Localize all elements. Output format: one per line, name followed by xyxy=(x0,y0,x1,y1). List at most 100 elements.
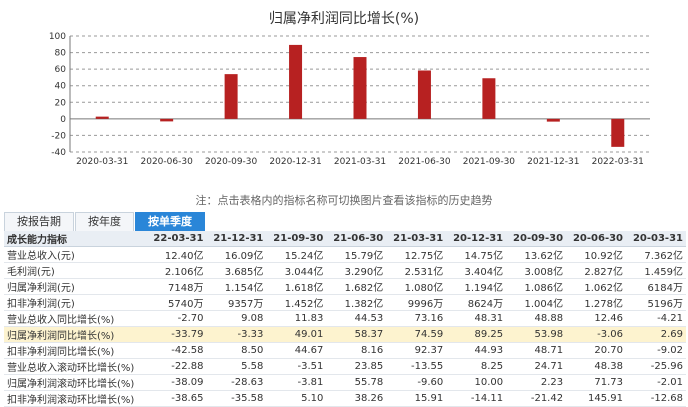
metric-name-link[interactable]: 归属净利润(元) xyxy=(4,278,147,295)
bar-2020-03-31[interactable] xyxy=(95,116,109,119)
table-cell: 48.71 xyxy=(506,342,567,359)
table-cell: 1.154亿 xyxy=(206,278,267,295)
table-cell: 12.75亿 xyxy=(386,246,447,263)
table-cell: -22.88 xyxy=(146,358,207,375)
table-cell: 1.618亿 xyxy=(266,278,327,295)
chart-note: 注：点击表格内的指标名称可切换图片查看该指标的历史趋势 xyxy=(195,194,493,207)
table-cell: 3.044亿 xyxy=(266,262,327,279)
table-cell: 1.062亿 xyxy=(566,278,627,295)
table-body: 营业总收入(元) 12.40亿 16.09亿 15.24亿 15.79亿 12.75亿 14… xyxy=(4,246,686,407)
table-cell: 44.53 xyxy=(326,310,387,327)
growth-table: 成长能力指标 22-03-31 21-12-31 21-09-30 21-06-30 21… xyxy=(4,231,686,407)
header-period: 20-09-30 xyxy=(506,231,567,247)
tab-single-quarter[interactable]: 按单季度 xyxy=(135,212,205,232)
x-tick-label: 2021-09-30 xyxy=(463,157,516,167)
bar-2021-03-31[interactable] xyxy=(353,57,367,119)
x-tick-label: 2020-12-31 xyxy=(269,157,321,167)
table-cell: 48.88 xyxy=(506,310,567,327)
table-row: 归属净利润滚动环比增长(%) -38.09 -28.63 -3.81 55.78 -9.6… xyxy=(4,374,686,391)
table-cell: 10.92亿 xyxy=(566,246,627,263)
table-cell: 3.290亿 xyxy=(326,262,387,279)
table-cell: 8.50 xyxy=(206,342,267,359)
bar-chart: -40 -20 0 20 40 60 80 100 2020-03-31 2020-06-30 20… xyxy=(49,32,650,167)
table-cell: 20.70 xyxy=(566,342,627,359)
y-tick-label: 40 xyxy=(55,82,67,92)
table-cell: 1.194亿 xyxy=(446,278,507,295)
metric-name-link[interactable]: 营业总收入同比增长(%) xyxy=(4,310,147,327)
table-cell: 48.38 xyxy=(566,358,627,375)
table-cell: 9357万 xyxy=(206,294,267,311)
metric-name-link[interactable]: 扣非净利润(元) xyxy=(4,294,147,311)
table-cell: 1.278亿 xyxy=(566,294,627,311)
table-cell: 3.685亿 xyxy=(206,262,267,279)
table-cell: -21.42 xyxy=(506,390,567,407)
bar-2020-09-30[interactable] xyxy=(224,74,238,119)
table-cell: 9996万 xyxy=(386,294,447,311)
table-cell: -13.55 xyxy=(386,358,447,375)
table-row: 营业总收入同比增长(%) -2.70 9.08 11.83 44.53 73.16 48.3… xyxy=(4,310,686,327)
metric-name-link[interactable]: 营业总收入滚动环比增长(%) xyxy=(4,358,147,375)
bar-2021-09-30[interactable] xyxy=(482,78,496,119)
header-period: 20-12-31 xyxy=(446,231,507,247)
bar-2020-12-31[interactable] xyxy=(289,44,303,119)
metric-name-link[interactable]: 扣非净利润滚动环比增长(%) xyxy=(4,390,147,407)
table-cell: 13.62亿 xyxy=(506,246,567,263)
table-cell: 44.67 xyxy=(266,342,327,359)
table-cell: 3.008亿 xyxy=(506,262,567,279)
table-cell: 5.58 xyxy=(206,358,267,375)
table-cell: 49.01 xyxy=(266,326,327,343)
table-cell: 55.78 xyxy=(326,374,387,391)
table-cell: 1.086亿 xyxy=(506,278,567,295)
table-cell: 145.91 xyxy=(566,390,627,407)
table-cell: -14.11 xyxy=(446,390,507,407)
tab-annual[interactable]: 按年度 xyxy=(75,212,134,232)
table-cell: 71.73 xyxy=(566,374,627,391)
x-tick-label: 2021-06-30 xyxy=(398,157,451,167)
table-cell: 9.08 xyxy=(206,310,267,327)
y-tick-label: -40 xyxy=(51,148,66,158)
x-tick-label: 2020-06-30 xyxy=(141,157,194,167)
x-tick-label: 2020-09-30 xyxy=(205,157,258,167)
header-period: 21-03-31 xyxy=(386,231,447,247)
table-cell: 5740万 xyxy=(146,294,207,311)
metric-name-link[interactable]: 归属净利润同比增长(%) xyxy=(4,326,147,343)
table-cell: 10.00 xyxy=(446,374,507,391)
x-tick-label: 2020-03-31 xyxy=(76,157,128,167)
table-row: 营业总收入(元) 12.40亿 16.09亿 15.24亿 15.79亿 12.75亿 14… xyxy=(4,246,686,263)
metric-name-link[interactable]: 扣非净利润同比增长(%) xyxy=(4,342,147,359)
table-cell: 5196万 xyxy=(626,294,686,311)
y-tick-label: -20 xyxy=(51,131,66,141)
table-cell: 2.23 xyxy=(506,374,567,391)
metric-name-link[interactable]: 归属净利润滚动环比增长(%) xyxy=(4,374,147,391)
table-cell: 15.79亿 xyxy=(326,246,387,263)
table-cell: 3.404亿 xyxy=(446,262,507,279)
x-tick-label: 2021-03-31 xyxy=(334,157,386,167)
table-cell: 92.37 xyxy=(386,342,447,359)
table-cell: 48.31 xyxy=(446,310,507,327)
metric-name-link[interactable]: 营业总收入(元) xyxy=(4,246,147,263)
chart-area: 归属净利润同比增长(%) -40 -20 0 20 40 60 80 100 2020-03-3… xyxy=(0,0,688,175)
table-cell: 74.59 xyxy=(386,326,447,343)
table-cell: 2.69 xyxy=(626,326,686,343)
period-tabs: 按报告期 按年度 按单季度 xyxy=(4,212,206,232)
x-tick-label: 2021-12-31 xyxy=(527,157,579,167)
bar-2021-06-30[interactable] xyxy=(417,70,431,119)
header-period: 20-06-30 xyxy=(566,231,627,247)
table-cell: -35.58 xyxy=(206,390,267,407)
table-cell: -2.70 xyxy=(146,310,207,327)
table-cell: 7.362亿 xyxy=(626,246,686,263)
table-cell: 44.93 xyxy=(446,342,507,359)
bar-2022-03-31[interactable] xyxy=(611,118,625,147)
bar-2021-12-31[interactable] xyxy=(546,118,560,122)
bar-2020-06-30[interactable] xyxy=(160,118,174,122)
metric-name-link[interactable]: 毛利润(元) xyxy=(4,262,147,279)
table-cell: 14.75亿 xyxy=(446,246,507,263)
table-cell: -25.96 xyxy=(626,358,686,375)
table-row: 扣非净利润滚动环比增长(%) -38.65 -35.58 5.10 38.26 15.91… xyxy=(4,390,686,407)
table-cell: 1.080亿 xyxy=(386,278,447,295)
table-cell: -28.63 xyxy=(206,374,267,391)
table-cell: -3.33 xyxy=(206,326,267,343)
table-cell: -3.51 xyxy=(266,358,327,375)
tab-report-period[interactable]: 按报告期 xyxy=(4,212,74,232)
header-period: 22-03-31 xyxy=(146,231,207,247)
